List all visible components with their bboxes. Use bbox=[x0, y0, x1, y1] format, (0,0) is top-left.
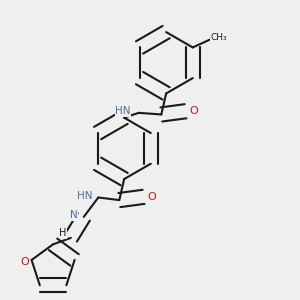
Text: H: H bbox=[59, 228, 67, 238]
Text: O: O bbox=[189, 106, 198, 116]
Text: O: O bbox=[21, 256, 29, 267]
Text: O: O bbox=[147, 192, 156, 202]
Text: HN: HN bbox=[115, 106, 130, 116]
Text: N: N bbox=[70, 210, 78, 220]
Text: CH₃: CH₃ bbox=[211, 33, 227, 42]
Text: HN: HN bbox=[77, 191, 92, 201]
